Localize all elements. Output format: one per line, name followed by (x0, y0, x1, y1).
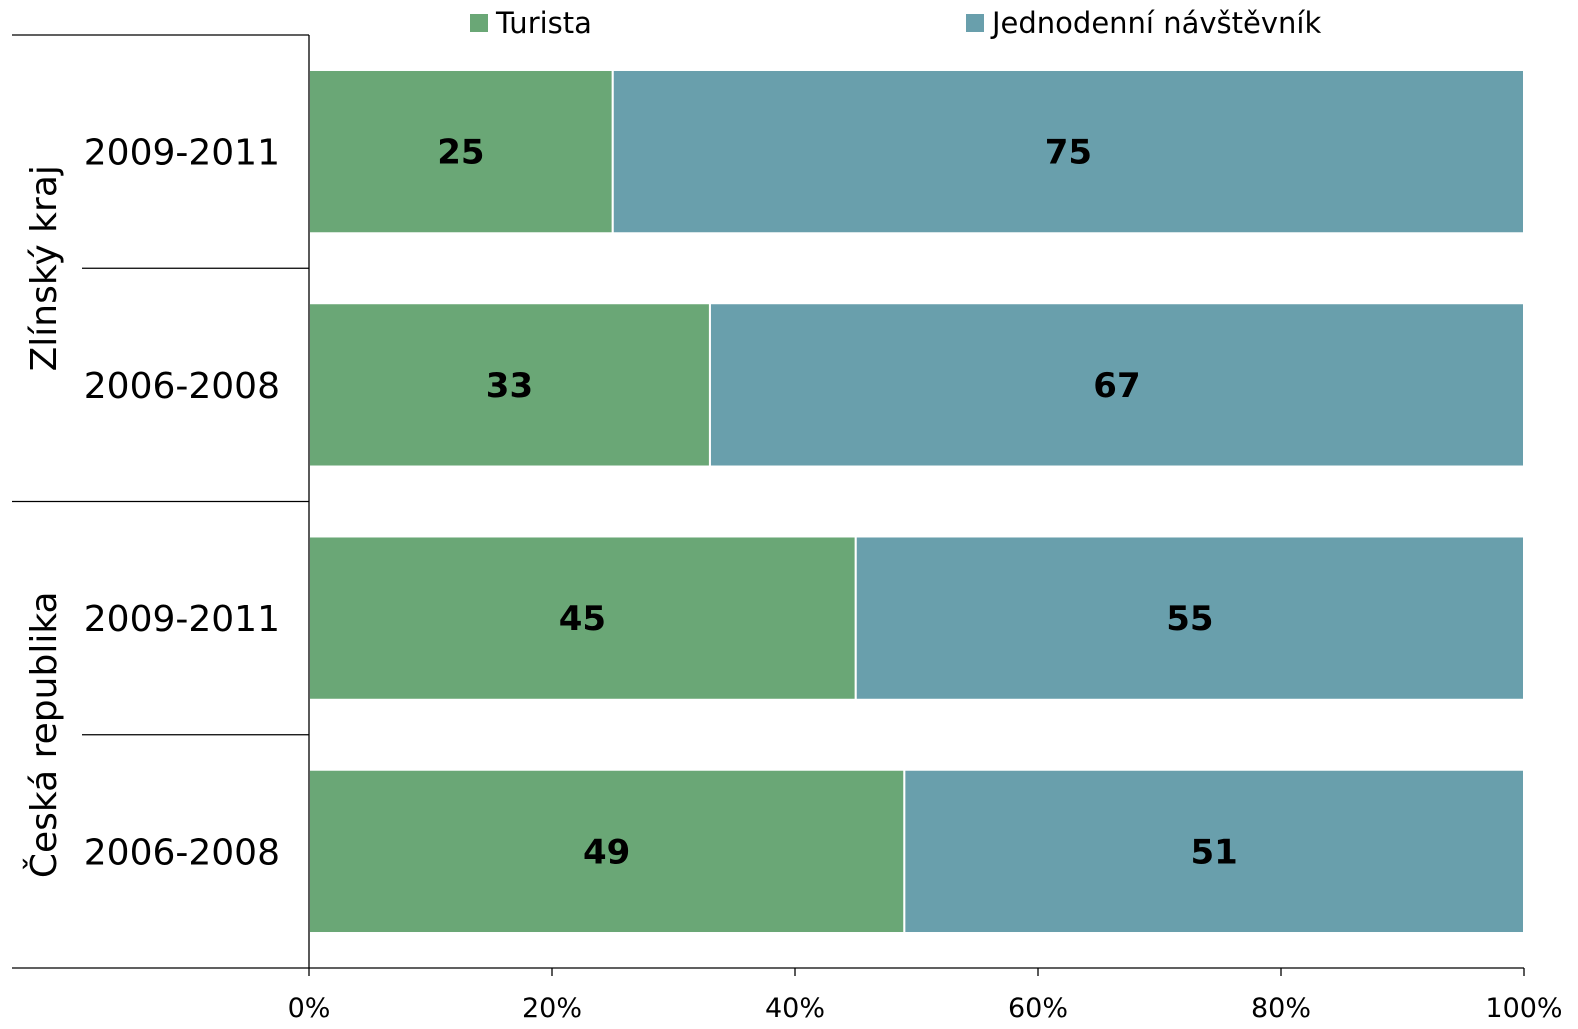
x-tick-label: 20% (522, 993, 582, 1024)
x-tick-label: 80% (1251, 993, 1311, 1024)
data-label: 49 (583, 832, 630, 872)
category-labels: 2009-2011 2006-2008 2009-2011 2006-2008 Zlín… (23, 133, 280, 878)
x-tick-label: 100% (1485, 993, 1562, 1024)
x-tick-label: 40% (765, 993, 825, 1024)
group-label: Zlínský kraj (24, 165, 65, 371)
category-label: 2009-2011 (84, 133, 280, 174)
bar-segment-turista-1 (308, 302, 711, 468)
data-label: 55 (1166, 599, 1213, 639)
data-label: 51 (1191, 832, 1238, 872)
axes: 0% 20% 40% 60% 80% 100% (12, 34, 1563, 1024)
legend-swatch (966, 14, 984, 32)
data-label: 45 (559, 599, 606, 639)
bars: 25 75 33 67 45 55 49 51 (308, 68, 1525, 935)
data-label: 25 (437, 133, 484, 173)
category-label: 2006-2008 (84, 366, 280, 407)
bar-segment-jednodenni-0 (611, 68, 1525, 235)
legend: Turista Jednodenní návštěvník (470, 6, 1321, 40)
legend-label: Turista (495, 6, 592, 40)
bar-segment-jednodenni-2 (854, 535, 1525, 701)
bar-segment-jednodenni-3 (903, 768, 1525, 935)
legend-label: Jednodenní návštěvník (990, 6, 1321, 40)
x-tick-label: 60% (1008, 993, 1068, 1024)
data-label: 33 (486, 366, 533, 406)
legend-swatch (470, 14, 488, 32)
bar-segment-turista-0 (308, 68, 614, 235)
category-label: 2009-2011 (84, 599, 280, 640)
bar-segment-jednodenni-1 (708, 302, 1525, 468)
x-tick-label: 0% (288, 993, 331, 1024)
category-label: 2006-2008 (84, 832, 280, 873)
data-label: 75 (1045, 133, 1092, 173)
bar-segment-turista-3 (308, 768, 906, 935)
data-label: 67 (1093, 366, 1140, 406)
group-label: Česká republika (23, 591, 65, 878)
bar-segment-turista-2 (308, 535, 857, 701)
